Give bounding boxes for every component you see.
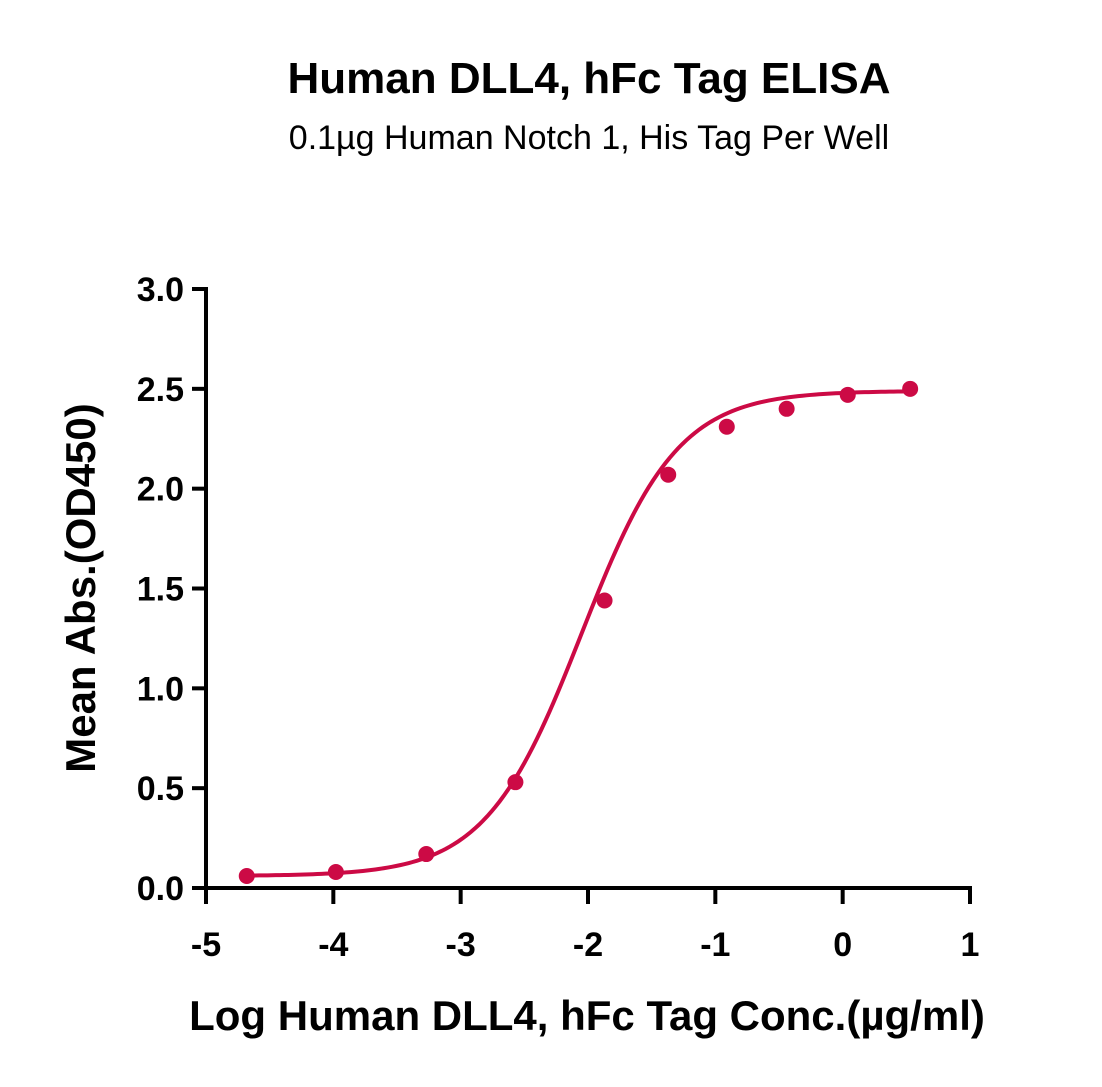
x-tick-label: 1 bbox=[961, 926, 980, 964]
y-tick-label: 1.0 bbox=[137, 670, 184, 708]
y-tick-label: 3.0 bbox=[137, 271, 184, 309]
fit-curve bbox=[246, 389, 911, 878]
data-point bbox=[718, 418, 735, 435]
y-tick-label: 1.5 bbox=[137, 571, 184, 609]
data-points bbox=[238, 380, 919, 885]
data-point bbox=[839, 386, 856, 403]
y-tick-label: 2.0 bbox=[137, 471, 184, 509]
data-point bbox=[418, 846, 435, 863]
x-tick-label: -1 bbox=[700, 926, 730, 964]
x-axis: -5 -4 -3 -2 -1 0 1 bbox=[191, 886, 980, 964]
y-tick-label: 0.5 bbox=[137, 770, 184, 808]
x-tick-label: -2 bbox=[573, 926, 603, 964]
data-point bbox=[596, 592, 613, 609]
y-tick-label: 0.0 bbox=[137, 870, 184, 908]
x-axis-label: Log Human DLL4, hFc Tag Conc.(µg/ml) bbox=[189, 992, 985, 1039]
chart-title: Human DLL4, hFc Tag ELISA bbox=[287, 54, 890, 103]
x-tick-label: -5 bbox=[191, 926, 221, 964]
y-axis: 0.0 0.5 1.0 1.5 2.0 2.5 3.0 bbox=[137, 271, 208, 908]
y-tick-label: 2.5 bbox=[137, 371, 184, 409]
data-point bbox=[507, 774, 524, 791]
x-tick-label: -3 bbox=[446, 926, 476, 964]
x-tick-label: 0 bbox=[833, 926, 852, 964]
x-tick-label: -4 bbox=[318, 926, 348, 964]
data-point bbox=[238, 868, 255, 885]
data-point bbox=[902, 380, 919, 397]
data-point bbox=[778, 400, 795, 417]
data-point bbox=[327, 864, 344, 881]
chart-subtitle: 0.1µg Human Notch 1, His Tag Per Well bbox=[289, 119, 889, 157]
y-axis-label: Mean Abs.(OD450) bbox=[57, 403, 104, 773]
data-point bbox=[660, 466, 677, 483]
